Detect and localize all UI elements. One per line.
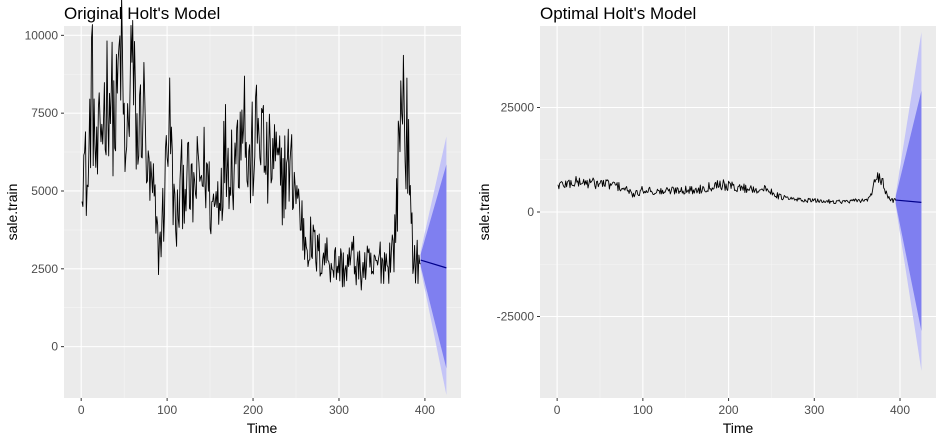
forecast-bands (420, 136, 447, 395)
plot-panel (64, 26, 461, 398)
series-line (557, 172, 897, 205)
series-line (81, 0, 421, 291)
y-tick-label: 10000 (25, 28, 59, 42)
x-tick-label: 400 (890, 403, 910, 417)
grid-lines (64, 26, 461, 398)
y-tick-labels: 0 2500 5000 7500 10000 (25, 28, 64, 354)
x-tick-label: 300 (804, 403, 824, 417)
y-tick-label: 5000 (31, 184, 58, 198)
x-tick-label: 400 (415, 403, 435, 417)
chart-title: Optimal Holt's Model (540, 4, 696, 23)
x-tick-labels: 0 100 200 300 400 (78, 398, 435, 417)
x-tick-label: 200 (243, 403, 263, 417)
chart-right: Optimal Holt's Model -25000 0 25000 0 100 20… (476, 4, 936, 436)
y-tick-labels: -25000 0 25000 (497, 101, 540, 323)
forecast-80-band (895, 90, 922, 332)
chart-left: Original Holt's Model 025005000750010000… (4, 0, 461, 436)
chart-title: Original Holt's Model (64, 4, 220, 23)
y-tick-label: -25000 (497, 309, 535, 323)
x-tick-label: 0 (78, 403, 85, 417)
x-tick-label: 100 (157, 403, 177, 417)
y-tick-label: 2500 (31, 262, 58, 276)
forecast-80-band (420, 164, 447, 369)
x-axis-label: Time (723, 420, 754, 436)
y-axis-label: sale.train (4, 184, 20, 241)
x-tick-label: 300 (329, 403, 349, 417)
x-tick-labels: 0 100 200 300 400 (554, 398, 910, 417)
forecast-point-line (895, 199, 922, 203)
y-axis-label: sale.train (476, 184, 492, 241)
y-tick-label: 7500 (31, 106, 58, 120)
x-tick-label: 100 (633, 403, 653, 417)
y-tick-label: 25000 (501, 101, 535, 115)
y-tick-label: 0 (51, 340, 58, 354)
forecast-point-line (420, 259, 447, 269)
x-tick-label: 0 (554, 403, 561, 417)
x-tick-label: 200 (719, 403, 739, 417)
x-axis-label: Time (247, 420, 278, 436)
y-tick-label: 0 (527, 205, 534, 219)
grid-lines (540, 26, 936, 398)
